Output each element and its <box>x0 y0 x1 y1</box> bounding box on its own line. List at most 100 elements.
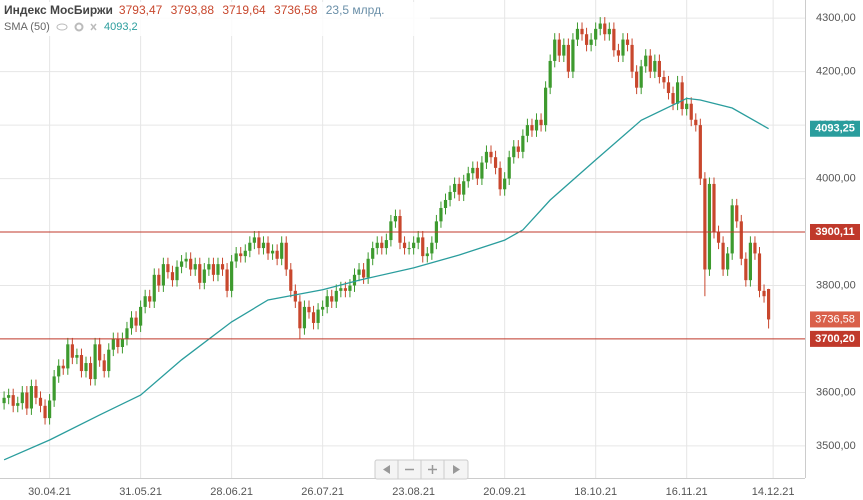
candle-body <box>202 269 206 283</box>
candle-body <box>575 28 580 40</box>
candle-body <box>721 242 725 270</box>
zoom-in[interactable] <box>428 465 437 474</box>
candle-body <box>439 207 443 222</box>
candle-body <box>170 272 175 281</box>
candle-body <box>134 317 138 326</box>
y-tick-label: 3800,00 <box>816 279 856 291</box>
scroll-left[interactable] <box>383 465 390 474</box>
candle-body <box>607 28 611 35</box>
candle-body <box>52 376 56 401</box>
candle-body <box>175 266 179 281</box>
candle-body <box>507 157 511 179</box>
axes: 3500,003600,003700,003800,003900,004000,… <box>28 12 860 498</box>
price-tag <box>810 311 860 328</box>
candle-body <box>125 328 129 339</box>
x-tick-label: 18.10.21 <box>574 486 617 498</box>
candle-body <box>352 274 357 286</box>
candle-body <box>753 242 757 254</box>
candle-body <box>739 221 743 259</box>
candle-body <box>616 50 621 56</box>
candle-body <box>675 82 680 104</box>
candle-body <box>635 71 639 88</box>
candle-body <box>48 400 52 419</box>
candle-body <box>594 28 598 40</box>
candle-body <box>475 167 479 179</box>
candle-body <box>88 363 93 380</box>
candle-body <box>648 55 652 72</box>
volume-label: 23,5 млрд. <box>326 3 385 17</box>
candle-body <box>16 403 20 406</box>
candle-body <box>143 296 147 307</box>
candle-body <box>471 167 475 174</box>
candle-body <box>371 248 375 259</box>
candle-body <box>589 39 593 45</box>
candle-body <box>557 39 561 56</box>
candle-body <box>653 60 657 72</box>
candle-body <box>512 146 516 158</box>
scroll-right[interactable] <box>453 465 460 474</box>
candle-body <box>38 397 43 406</box>
candle-body <box>189 258 193 270</box>
candle-body <box>521 135 525 152</box>
candle-body <box>325 296 329 307</box>
candle-body <box>102 360 106 372</box>
title: Индекс МосБиржи <box>4 3 113 17</box>
candle-body <box>193 264 197 270</box>
sma-tag <box>810 120 860 137</box>
y-tick-label: 3600,00 <box>816 386 856 398</box>
ohlc-label: 3736,58 <box>274 3 318 17</box>
candle-body <box>20 392 24 404</box>
y-tick-label: 4300,00 <box>816 12 856 24</box>
x-tick-label: 14.12.21 <box>752 486 795 498</box>
candle-body <box>498 167 502 190</box>
candle-body <box>29 386 33 409</box>
candle-body <box>334 290 338 302</box>
candle-body <box>462 181 466 195</box>
candle-body <box>703 178 707 270</box>
y-tick-label: 4200,00 <box>816 66 856 78</box>
candle-body <box>457 183 461 195</box>
candle-body <box>307 306 311 313</box>
candle-body <box>389 221 393 241</box>
candle-body <box>184 258 188 262</box>
candle-body <box>57 365 61 377</box>
candle-body <box>161 264 165 286</box>
candle-body <box>489 151 493 158</box>
candle-body <box>311 312 316 323</box>
candle-body <box>220 264 225 270</box>
y-tick-label: 3500,00 <box>816 440 856 452</box>
grid <box>0 0 805 478</box>
candle-body <box>407 248 411 250</box>
candle-body <box>129 317 134 329</box>
candle-body <box>79 355 84 372</box>
level-tag-label: 3700,20 <box>815 333 855 345</box>
candle-body <box>179 261 184 267</box>
candle-body <box>284 242 288 270</box>
candle-body <box>66 344 70 369</box>
candle-body <box>412 242 416 249</box>
eye-icon[interactable] <box>56 23 68 31</box>
candle-body <box>148 296 152 302</box>
candle-body <box>70 344 74 358</box>
candle-body <box>466 173 470 182</box>
candle-body <box>348 285 352 291</box>
sma-value: 4093,2 <box>104 21 138 33</box>
candle-body <box>152 274 156 302</box>
candle-body <box>243 250 247 257</box>
candle-body <box>339 288 343 291</box>
x-tick-label: 23.08.21 <box>392 486 435 498</box>
candle-body <box>157 274 161 286</box>
sma-icons[interactable] <box>56 22 97 32</box>
candle-body <box>225 269 229 291</box>
candle-body <box>298 301 302 329</box>
y-tick-label: 4000,00 <box>816 172 856 184</box>
candle-body <box>207 264 211 270</box>
nav-buttons[interactable] <box>374 459 469 480</box>
candle-body <box>234 253 238 262</box>
gear-icon[interactable] <box>74 22 84 32</box>
candle-body <box>321 306 325 310</box>
close-icon[interactable] <box>90 23 97 31</box>
sma-name: SMA (50) <box>4 21 50 33</box>
x-tick-label: 31.05.21 <box>119 486 162 498</box>
